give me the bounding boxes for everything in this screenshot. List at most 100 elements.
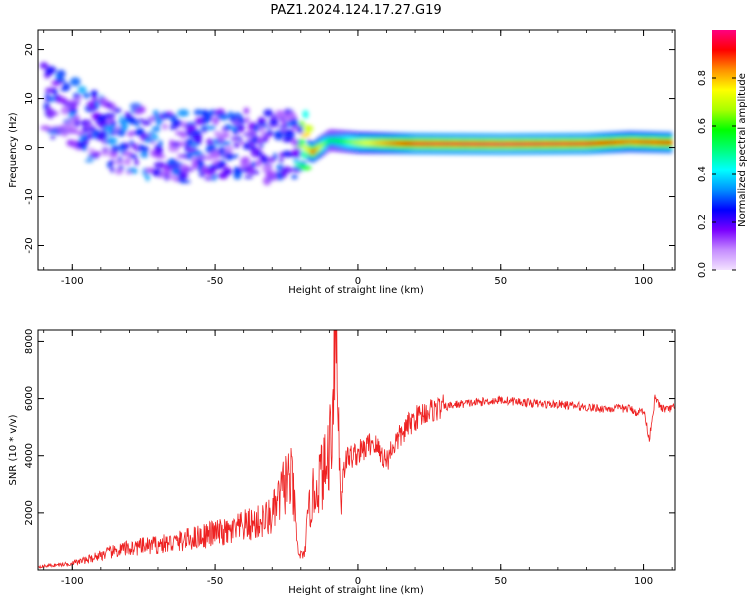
- spectrogram-cell: [551, 141, 555, 147]
- spectrogram-cell: [350, 139, 354, 145]
- spectrogram-cell: [280, 166, 293, 174]
- spectrogram-cell: [40, 125, 51, 131]
- spectrogram-cell: [461, 141, 465, 147]
- spectrogram-cell: [162, 123, 168, 130]
- spectrogram-cell: [312, 149, 316, 155]
- snr-point: [423, 412, 424, 413]
- y-tick-label: 10: [24, 92, 35, 105]
- snr-line: [38, 330, 675, 569]
- snr-point: [280, 507, 281, 508]
- spectrogram-cell: [208, 125, 216, 131]
- spectrogram-cell: [177, 141, 186, 147]
- spectrogram-cell: [592, 141, 596, 146]
- spectrogram-cell: [306, 147, 310, 153]
- spectrogram-cell: [180, 180, 191, 184]
- spectrogram-cell: [231, 136, 238, 142]
- y-tick-label: 6000: [24, 386, 35, 411]
- snr-point: [129, 551, 130, 552]
- spectrogram-cell: [290, 118, 299, 127]
- spectrogram-cell: [198, 172, 205, 177]
- spectrogram-cell: [368, 140, 372, 146]
- spectrogram-cell: [131, 142, 138, 150]
- snr-point: [543, 404, 544, 405]
- snr-y-axis-label: SNR (10 * v/v): [8, 414, 19, 485]
- spectrogram-cell: [481, 141, 485, 147]
- snr-point: [343, 469, 344, 470]
- x-tick-label: 0: [355, 576, 361, 587]
- spectrogram-cell: [38, 0, 49, 3]
- spectrogram-cell: [363, 140, 367, 145]
- spectrogram-cell: [471, 141, 475, 147]
- spectrogram-cell: [251, 170, 260, 175]
- spectrogram-cell: [223, 168, 233, 176]
- spectrogram-cell: [151, 134, 159, 142]
- snr-x-ticks: -100 -50 0 50 100: [43, 330, 673, 587]
- spectrogram-cell: [443, 141, 447, 147]
- snr-point: [357, 452, 358, 453]
- spectrogram-cell: [440, 141, 444, 146]
- spectrogram-cell: [63, 120, 76, 129]
- spectrogram-cell: [381, 140, 385, 146]
- spectrogram-cell: [394, 141, 398, 146]
- colorbar-label: Normalized spectral amplitude: [737, 73, 748, 227]
- snr-panel: -100 -50 0 50 100 2000 4000 6000 8000 Height of…: [8, 329, 676, 596]
- spectrogram-cell: [633, 139, 637, 144]
- spectrogram-cell: [414, 141, 418, 146]
- spectrogram-cell: [422, 141, 426, 146]
- spectrogram-x-axis-label: Height of straight line (km): [288, 285, 424, 296]
- spectrogram-cell: [38, 0, 45, 2]
- spectrogram-cell: [217, 112, 230, 121]
- spectrogram-cell: [244, 175, 254, 179]
- spectrogram-heatmap: [34, 0, 673, 186]
- spectrogram-cell: [260, 154, 269, 164]
- x-tick-label: -100: [61, 276, 84, 287]
- spectrogram-cell: [200, 125, 210, 131]
- spectrogram-cell: [250, 161, 257, 168]
- spectrogram-cell: [646, 139, 650, 145]
- colorbar-tick-label: 0.8: [697, 70, 708, 86]
- spectrogram-cell: [499, 141, 503, 147]
- spectrogram-cell: [553, 141, 557, 147]
- spectrogram-cell: [248, 131, 257, 138]
- spectrogram-cell: [535, 141, 539, 147]
- spectrogram-cell: [35, 0, 46, 2]
- spectrogram-cell: [152, 109, 160, 118]
- spectrogram-cell: [438, 141, 442, 146]
- spectrogram-cell: [543, 141, 547, 147]
- spectrogram-cell: [84, 159, 94, 163]
- y-tick-label: 0: [24, 144, 35, 150]
- spectrogram-frame: [37, 29, 676, 271]
- snr-point: [457, 404, 458, 405]
- spectrogram-cell: [171, 120, 183, 126]
- spectrogram-cell: [108, 132, 117, 136]
- spectrogram-cell: [324, 140, 328, 145]
- spectrogram-cell: [517, 141, 521, 147]
- spectrogram-cell: [129, 154, 138, 159]
- spectrogram-cell: [353, 140, 357, 145]
- spectrogram-cell: [186, 151, 193, 161]
- spectrogram-cell: [179, 132, 187, 139]
- snr-point: [334, 335, 335, 336]
- spectrogram-cell: [225, 152, 233, 161]
- spectrogram-cell: [167, 159, 173, 167]
- spectrogram-cell: [212, 173, 217, 181]
- spectrogram-cell: [378, 140, 382, 146]
- spectrogram-cell: [507, 141, 511, 147]
- spectrogram-cell: [34, 0, 40, 3]
- spectrogram-cell: [638, 139, 642, 145]
- spectrogram-cell: [137, 106, 146, 114]
- spectrogram-cell: [69, 77, 81, 87]
- spectrogram-cell: [136, 118, 146, 122]
- spectrogram-cell: [402, 141, 406, 146]
- snr-point: [637, 412, 638, 413]
- spectrogram-cell: [298, 138, 306, 145]
- spectrogram-cell: [648, 139, 652, 145]
- spectrogram-y-axis-label: Frequency (Hz): [8, 112, 19, 188]
- spectrogram-cell: [298, 120, 305, 127]
- snr-point: [215, 538, 216, 539]
- spectrogram-cell: [195, 134, 203, 143]
- spectrogram-cell: [144, 167, 155, 174]
- spectrogram-cell: [109, 159, 115, 165]
